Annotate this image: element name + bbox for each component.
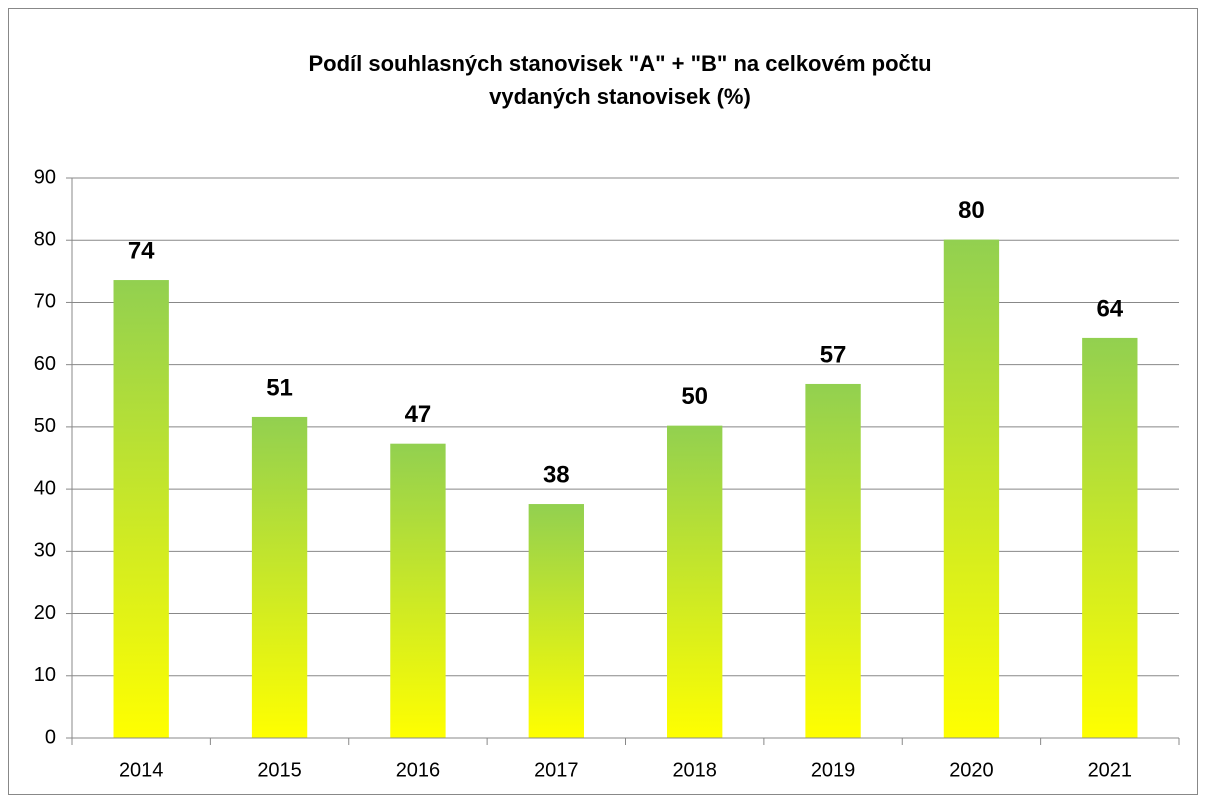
x-tick-label: 2020 xyxy=(949,759,994,781)
data-label: 38 xyxy=(543,461,570,488)
x-tick-label: 2015 xyxy=(257,759,302,781)
x-tick-label: 2016 xyxy=(396,759,441,781)
y-tick-label: 60 xyxy=(34,353,56,375)
data-label: 50 xyxy=(681,383,708,410)
data-label: 80 xyxy=(958,197,985,224)
data-label: 47 xyxy=(405,401,432,428)
data-label: 74 xyxy=(128,237,155,264)
y-tick-label: 20 xyxy=(34,602,56,624)
x-tick-label: 2014 xyxy=(119,759,164,781)
chart-title: Podíl souhlasných stanovisek "A" + "B" n… xyxy=(308,51,931,76)
bar xyxy=(667,425,723,738)
y-tick-label: 50 xyxy=(34,415,56,437)
bar xyxy=(805,383,861,738)
bar xyxy=(1082,337,1138,738)
y-tick-label: 90 xyxy=(34,166,56,188)
y-tick-label: 80 xyxy=(34,229,56,251)
x-tick-label: 2019 xyxy=(811,759,856,781)
x-tick-label: 2021 xyxy=(1088,759,1133,781)
bar xyxy=(390,443,446,738)
data-label: 64 xyxy=(1096,295,1123,322)
y-tick-label: 70 xyxy=(34,291,56,313)
y-tick-label: 30 xyxy=(34,540,56,562)
bar xyxy=(251,416,308,738)
data-label: 57 xyxy=(820,341,847,368)
chart-title: vydaných stanovisek (%) xyxy=(489,84,751,109)
bar xyxy=(113,280,169,738)
y-tick-label: 40 xyxy=(34,477,56,499)
bar xyxy=(943,239,1000,738)
y-tick-label: 0 xyxy=(45,726,56,748)
chart-border xyxy=(8,8,1198,795)
x-tick-label: 2018 xyxy=(672,759,717,781)
data-label: 51 xyxy=(266,374,293,401)
x-tick-label: 2017 xyxy=(534,759,579,781)
bar xyxy=(528,504,584,738)
y-tick-label: 10 xyxy=(34,664,56,686)
